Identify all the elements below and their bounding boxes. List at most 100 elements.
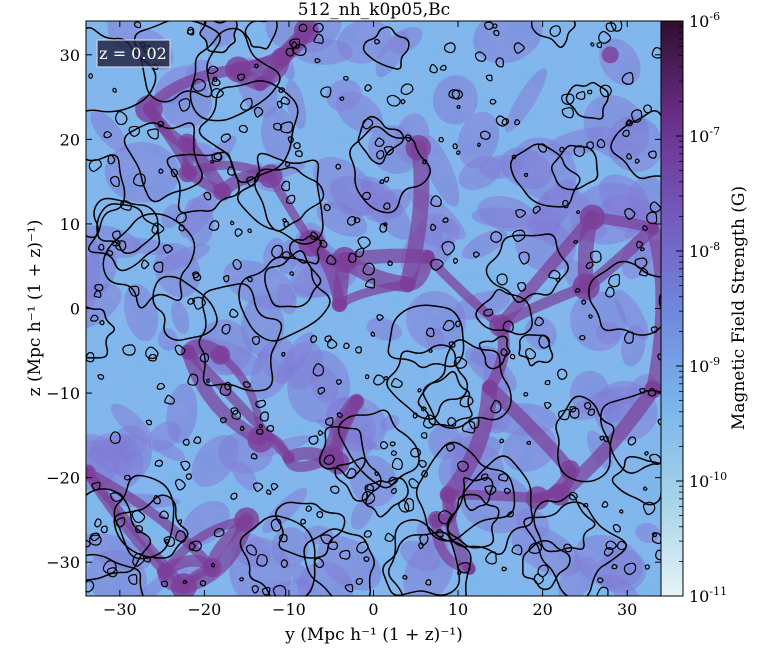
contour-island bbox=[309, 231, 319, 240]
filament-node bbox=[646, 222, 660, 235]
contour-island bbox=[239, 97, 253, 111]
contour-island bbox=[140, 259, 150, 270]
contour-island bbox=[474, 51, 487, 62]
contour-island bbox=[253, 63, 259, 69]
contour-island bbox=[153, 495, 161, 505]
filament-node bbox=[421, 250, 434, 264]
contour-island bbox=[386, 94, 401, 107]
contour-island bbox=[339, 549, 351, 560]
contour-island bbox=[558, 408, 571, 421]
contour-island bbox=[402, 574, 408, 580]
y-tick-label: 30 bbox=[60, 46, 80, 65]
colorbar-label: Magnetic Field Strength (G) bbox=[729, 186, 749, 430]
contour-island bbox=[158, 168, 164, 174]
contour-island bbox=[220, 133, 231, 143]
contour-loop bbox=[166, 151, 240, 214]
contour-island bbox=[561, 93, 575, 106]
heatmap-texture bbox=[86, 21, 661, 596]
contour-island bbox=[373, 374, 385, 386]
contour-island bbox=[574, 287, 581, 293]
contour-island bbox=[279, 533, 288, 543]
contour-island bbox=[163, 536, 176, 547]
contour-island bbox=[339, 96, 345, 101]
contour-island bbox=[389, 441, 396, 447]
filament-node bbox=[482, 380, 498, 396]
colorbar-tick-label: 10-7 bbox=[689, 125, 720, 146]
contour-loop bbox=[362, 26, 410, 70]
contour-island bbox=[412, 412, 418, 419]
contour-island bbox=[281, 351, 286, 357]
contour-island bbox=[599, 435, 605, 441]
contour-island bbox=[131, 509, 146, 524]
contour-island bbox=[211, 78, 221, 87]
colorbar-ticks: 10-11 10-10 10-9 10-8 10-7 10-6 bbox=[676, 10, 727, 606]
contour-island bbox=[605, 22, 617, 33]
colorbar-tick-label: 10-11 bbox=[689, 585, 727, 606]
contour-island bbox=[185, 473, 193, 480]
contour-island bbox=[97, 374, 105, 380]
contour-island bbox=[312, 22, 324, 33]
contour-island bbox=[608, 273, 621, 288]
contour-island bbox=[227, 166, 236, 176]
contour-loop bbox=[550, 144, 599, 191]
contour-island bbox=[400, 83, 414, 95]
contour-island bbox=[346, 468, 357, 479]
contour-island bbox=[266, 489, 272, 495]
contour-island bbox=[164, 538, 170, 544]
contour-island bbox=[598, 30, 612, 44]
contour-island bbox=[91, 481, 101, 491]
contour-island bbox=[206, 378, 210, 383]
contour-loop bbox=[123, 122, 203, 203]
contour-island bbox=[323, 203, 331, 212]
contour-island bbox=[128, 574, 138, 585]
contour-island bbox=[400, 98, 406, 105]
contour-island bbox=[86, 539, 91, 548]
contour-island bbox=[270, 482, 279, 491]
contour-island bbox=[94, 283, 104, 292]
contour-island bbox=[493, 29, 500, 37]
contour-island bbox=[587, 408, 596, 416]
contour-island bbox=[514, 118, 521, 126]
contour-island bbox=[649, 453, 661, 466]
contour-loop bbox=[198, 80, 299, 184]
contour-island bbox=[280, 180, 291, 192]
contour-island bbox=[448, 341, 456, 348]
contour-island bbox=[391, 457, 403, 471]
contour-island bbox=[563, 543, 573, 553]
contour-island bbox=[157, 120, 165, 128]
contour-island bbox=[106, 249, 114, 257]
contour-island bbox=[364, 278, 376, 289]
contour-loop bbox=[244, 21, 278, 50]
contour-loop bbox=[113, 474, 175, 560]
contour-island bbox=[293, 142, 301, 150]
contour-island bbox=[383, 375, 388, 381]
contour-island bbox=[109, 492, 124, 502]
filament-segment bbox=[483, 380, 577, 477]
contour-island bbox=[112, 239, 121, 247]
contour-island bbox=[612, 524, 621, 533]
contour-island bbox=[210, 160, 215, 164]
filament-node bbox=[294, 21, 319, 44]
contour-island bbox=[651, 47, 661, 59]
contour-island bbox=[584, 401, 592, 410]
contour-island bbox=[461, 420, 476, 434]
contour-loop bbox=[510, 143, 581, 208]
contour-island bbox=[442, 217, 449, 223]
contour-island bbox=[177, 519, 183, 525]
contour-island bbox=[90, 314, 99, 322]
contour-loop bbox=[86, 305, 116, 359]
contour-island bbox=[294, 150, 303, 158]
contour-loop bbox=[303, 528, 375, 596]
contour-island bbox=[280, 559, 288, 568]
colorbar bbox=[660, 20, 684, 597]
contour-island bbox=[376, 314, 384, 321]
contour-island bbox=[207, 65, 219, 75]
contour-island bbox=[314, 557, 325, 569]
contour-island bbox=[362, 191, 371, 200]
filament-node bbox=[271, 47, 292, 68]
contour-island bbox=[151, 222, 165, 235]
contour-island bbox=[208, 220, 220, 231]
contour-island bbox=[88, 159, 102, 173]
contour-island bbox=[112, 87, 117, 93]
contour-island bbox=[213, 527, 225, 538]
